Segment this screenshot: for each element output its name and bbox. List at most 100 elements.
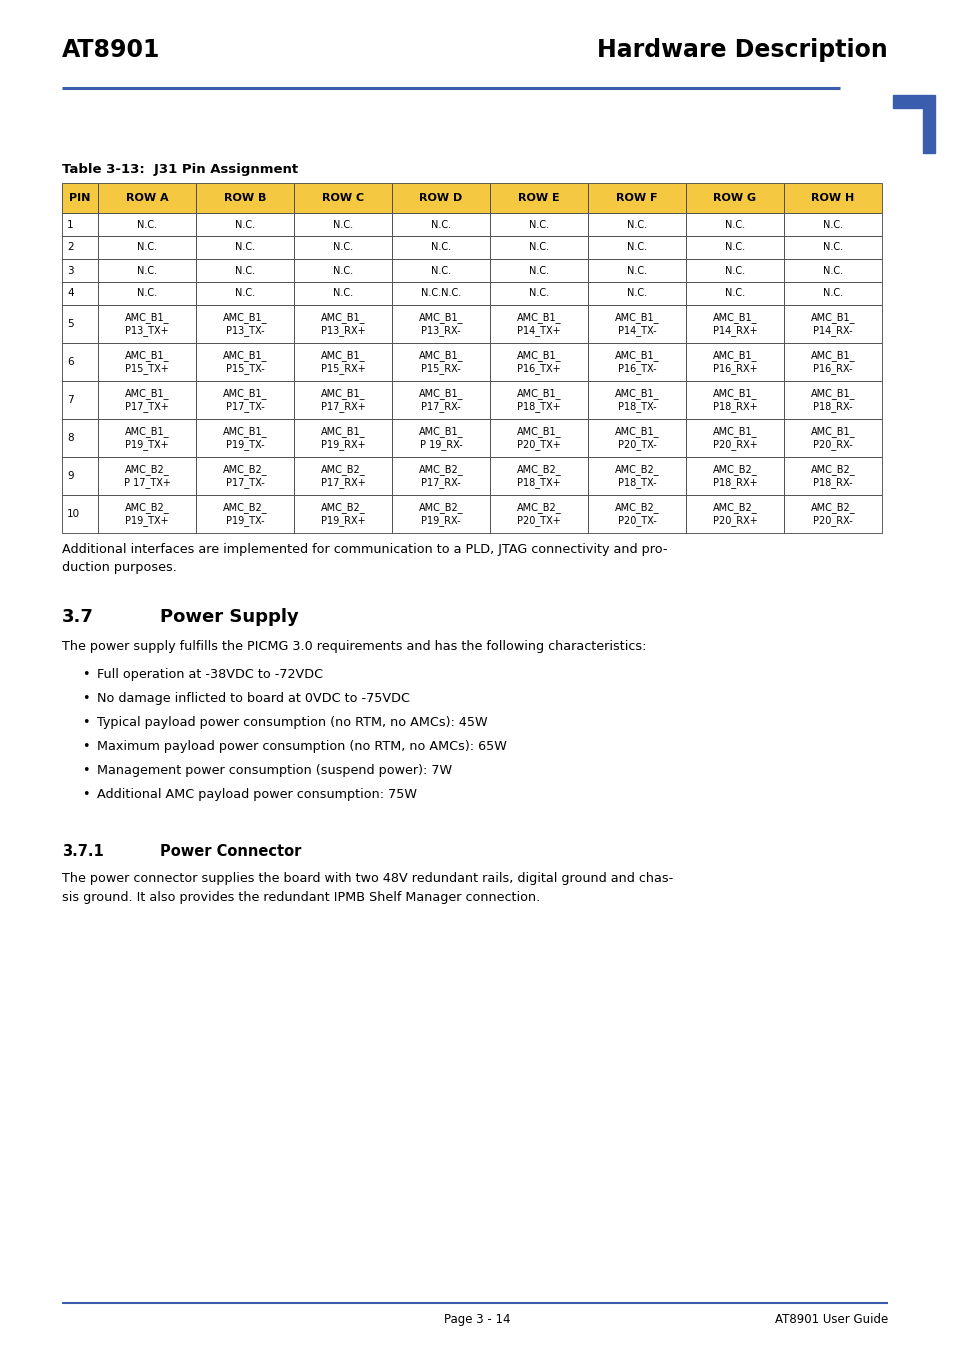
Text: AMC_B1_
P13_RX-: AMC_B1_ P13_RX-: [418, 312, 463, 336]
Bar: [294, 182, 392, 213]
Bar: [685, 236, 783, 259]
Text: N.C.: N.C.: [431, 219, 451, 230]
Bar: [783, 343, 882, 381]
Bar: [62, 305, 98, 343]
Bar: [392, 182, 490, 213]
Text: N.C.N.C.: N.C.N.C.: [420, 289, 460, 299]
Bar: [392, 259, 490, 282]
Bar: [490, 182, 587, 213]
Text: N.C.: N.C.: [822, 242, 842, 253]
Text: The power connector supplies the board with two 48V redundant rails, digital gro: The power connector supplies the board w…: [62, 871, 673, 904]
Text: AT8901: AT8901: [62, 38, 160, 62]
Bar: [62, 236, 98, 259]
Bar: [490, 213, 587, 236]
Bar: [685, 213, 783, 236]
Bar: [98, 213, 195, 236]
Text: AMC_B1_
P18_RX+: AMC_B1_ P18_RX+: [712, 388, 757, 412]
Bar: [98, 419, 195, 457]
Text: AMC_B2_
P19_TX+: AMC_B2_ P19_TX+: [125, 503, 169, 526]
Text: AMC_B1_
P17_RX+: AMC_B1_ P17_RX+: [320, 388, 365, 412]
Text: AMC_B2_
P19_TX-: AMC_B2_ P19_TX-: [222, 503, 267, 526]
Text: Hardware Description: Hardware Description: [597, 38, 887, 62]
Bar: [195, 381, 294, 419]
Text: Typical payload power consumption (no RTM, no AMCs): 45W: Typical payload power consumption (no RT…: [97, 716, 487, 730]
Bar: [783, 494, 882, 534]
Text: ROW E: ROW E: [517, 193, 559, 203]
Text: Additional interfaces are implemented for communication to a PLD, JTAG connectiv: Additional interfaces are implemented fo…: [62, 543, 667, 574]
Text: AMC_B2_
P 17_TX+: AMC_B2_ P 17_TX+: [124, 465, 171, 488]
Text: No damage inflicted to board at 0VDC to -75VDC: No damage inflicted to board at 0VDC to …: [97, 692, 410, 705]
Bar: [685, 343, 783, 381]
Bar: [587, 305, 685, 343]
Text: N.C.: N.C.: [333, 289, 353, 299]
Bar: [685, 282, 783, 305]
Bar: [685, 419, 783, 457]
Bar: [195, 419, 294, 457]
Bar: [783, 236, 882, 259]
Bar: [392, 419, 490, 457]
Text: AMC_B2_
P18_TX-: AMC_B2_ P18_TX-: [614, 465, 659, 488]
Text: AMC_B1_
P15_RX+: AMC_B1_ P15_RX+: [320, 350, 365, 374]
Bar: [294, 381, 392, 419]
Text: ROW G: ROW G: [713, 193, 756, 203]
Bar: [587, 182, 685, 213]
Text: 4: 4: [67, 289, 73, 299]
Bar: [195, 236, 294, 259]
Bar: [98, 381, 195, 419]
Text: AMC_B1_
P18_TX+: AMC_B1_ P18_TX+: [517, 388, 560, 412]
Text: N.C.: N.C.: [528, 242, 549, 253]
Text: AMC_B1_
P14_TX-: AMC_B1_ P14_TX-: [614, 312, 659, 336]
Bar: [98, 343, 195, 381]
Bar: [195, 259, 294, 282]
Text: N.C.: N.C.: [822, 289, 842, 299]
Text: N.C.: N.C.: [137, 289, 157, 299]
Text: N.C.: N.C.: [137, 219, 157, 230]
Text: •: •: [82, 765, 90, 777]
Bar: [587, 236, 685, 259]
Bar: [392, 343, 490, 381]
Bar: [587, 419, 685, 457]
Text: Page 3 - 14: Page 3 - 14: [443, 1313, 510, 1325]
Text: N.C.: N.C.: [528, 219, 549, 230]
Bar: [392, 236, 490, 259]
Text: 2: 2: [67, 242, 73, 253]
Bar: [392, 494, 490, 534]
Text: AT8901 User Guide: AT8901 User Guide: [774, 1313, 887, 1325]
Text: AMC_B1_
P17_TX-: AMC_B1_ P17_TX-: [222, 388, 267, 412]
Text: AMC_B2_
P20_RX-: AMC_B2_ P20_RX-: [810, 503, 855, 526]
Bar: [98, 259, 195, 282]
Bar: [783, 305, 882, 343]
Text: N.C.: N.C.: [333, 242, 353, 253]
Text: AMC_B2_
P17_TX-: AMC_B2_ P17_TX-: [222, 465, 267, 488]
Bar: [62, 381, 98, 419]
Text: Management power consumption (suspend power): 7W: Management power consumption (suspend po…: [97, 765, 452, 777]
Text: AMC_B1_
P17_RX-: AMC_B1_ P17_RX-: [418, 388, 463, 412]
Bar: [98, 182, 195, 213]
Text: AMC_B1_
P13_RX+: AMC_B1_ P13_RX+: [320, 312, 365, 336]
Bar: [195, 457, 294, 494]
Bar: [490, 282, 587, 305]
Bar: [490, 236, 587, 259]
Text: AMC_B1_
P20_RX-: AMC_B1_ P20_RX-: [810, 426, 854, 450]
Text: AMC_B1_
P14_RX-: AMC_B1_ P14_RX-: [810, 312, 854, 336]
Bar: [98, 236, 195, 259]
Bar: [783, 381, 882, 419]
Text: AMC_B1_
P20_TX-: AMC_B1_ P20_TX-: [614, 426, 659, 450]
Bar: [783, 182, 882, 213]
Text: 6: 6: [67, 357, 73, 367]
Text: AMC_B2_
P18_TX+: AMC_B2_ P18_TX+: [517, 465, 560, 488]
Text: AMC_B2_
P20_RX+: AMC_B2_ P20_RX+: [712, 503, 757, 526]
Bar: [195, 213, 294, 236]
Text: AMC_B2_
P17_RX+: AMC_B2_ P17_RX+: [320, 465, 365, 488]
Text: AMC_B1_
P16_TX+: AMC_B1_ P16_TX+: [517, 350, 560, 374]
Text: •: •: [82, 740, 90, 753]
Bar: [294, 259, 392, 282]
Text: 10: 10: [67, 509, 80, 519]
Text: Power Supply: Power Supply: [160, 608, 298, 626]
Bar: [294, 457, 392, 494]
Text: •: •: [82, 667, 90, 681]
Bar: [587, 343, 685, 381]
Text: Additional AMC payload power consumption: 75W: Additional AMC payload power consumption…: [97, 788, 416, 801]
Bar: [98, 457, 195, 494]
Text: AMC_B1_
P13_TX-: AMC_B1_ P13_TX-: [222, 312, 267, 336]
